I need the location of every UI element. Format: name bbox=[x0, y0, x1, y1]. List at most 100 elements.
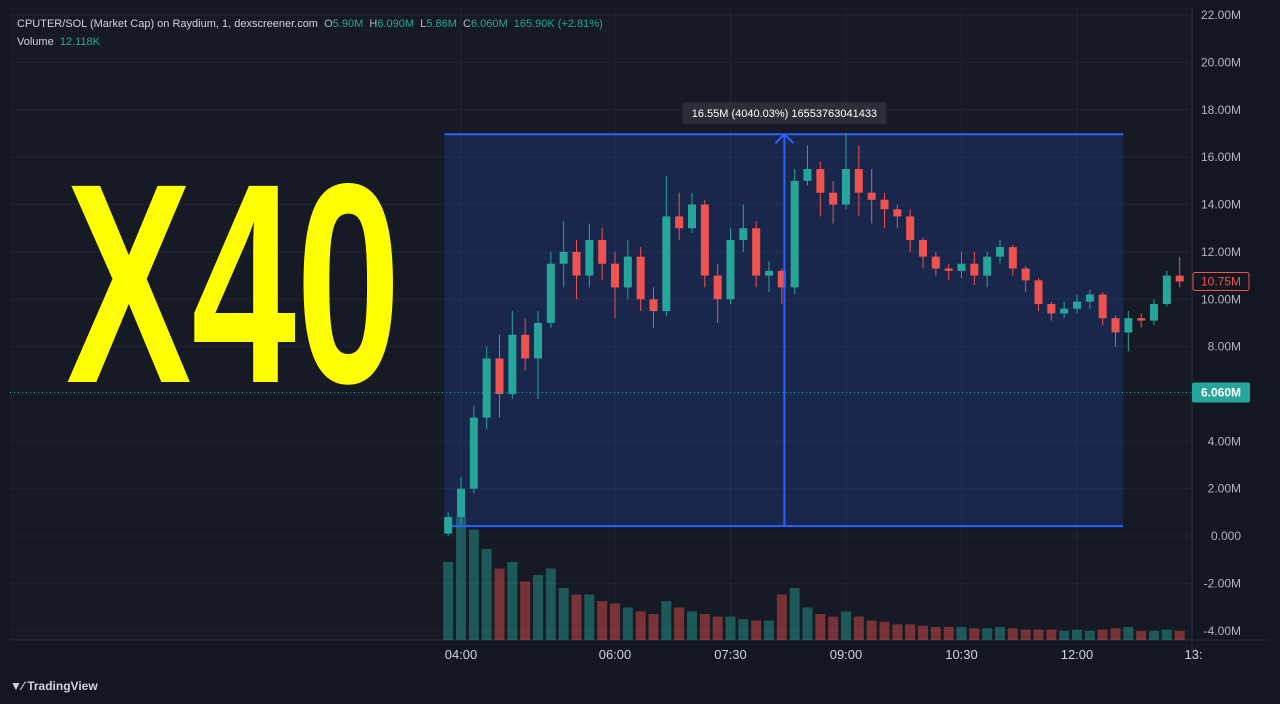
brand: TradingView bbox=[27, 679, 98, 693]
candle-body bbox=[713, 275, 722, 300]
volume-bar bbox=[815, 614, 826, 640]
candle-body bbox=[739, 228, 748, 241]
volume-bar bbox=[1174, 630, 1185, 640]
candle-body bbox=[906, 216, 915, 241]
candle-body bbox=[829, 192, 838, 205]
candle-body bbox=[931, 256, 940, 269]
candle-body bbox=[765, 270, 773, 276]
y-tick-label: 12.00M bbox=[1201, 245, 1241, 259]
volume-bar bbox=[443, 562, 454, 640]
volume-bar bbox=[853, 616, 864, 640]
value: 6.060M bbox=[470, 18, 508, 30]
volume-bar bbox=[481, 549, 492, 640]
y-tick-label: 0.000 bbox=[1211, 529, 1241, 543]
volume-bar bbox=[712, 616, 723, 640]
volume-bar bbox=[789, 588, 800, 640]
volume-bar bbox=[956, 627, 967, 640]
y-tick-label: 22.00M bbox=[1201, 8, 1241, 22]
candle-body bbox=[495, 358, 504, 394]
volume-bar bbox=[1110, 628, 1121, 640]
candle-body bbox=[996, 247, 1004, 257]
measure-label: 16.55M (4040.03%) 16553763041433 bbox=[692, 108, 877, 120]
candle-body bbox=[1111, 318, 1120, 333]
measure-arrowhead bbox=[774, 132, 795, 144]
volume-bar bbox=[1046, 629, 1057, 640]
volume-bar bbox=[597, 601, 608, 640]
measure-label-bg bbox=[682, 102, 887, 125]
candle-body bbox=[636, 256, 645, 300]
candle-body bbox=[482, 358, 491, 418]
candle-body bbox=[983, 256, 992, 276]
x-tick-label: 13: bbox=[1185, 647, 1203, 662]
candle-body bbox=[1162, 275, 1171, 304]
volume-bar bbox=[468, 529, 479, 640]
candle-body bbox=[944, 268, 953, 271]
label: C bbox=[462, 18, 471, 30]
candle-body bbox=[675, 216, 684, 229]
candle-body bbox=[726, 240, 735, 300]
last-price-label: 10.75M bbox=[1201, 274, 1241, 288]
volume-bar bbox=[930, 627, 941, 640]
y-tick-label: 8.00M bbox=[1208, 340, 1241, 354]
candle-body bbox=[688, 204, 696, 229]
y-tick-label: -2.00M bbox=[1204, 576, 1241, 590]
volume-bar bbox=[905, 624, 916, 640]
x-tick-label: 04:00 bbox=[445, 647, 478, 662]
change: 165.90K (+2.81%) bbox=[513, 18, 603, 30]
volume-bar bbox=[776, 594, 787, 640]
volume-bar bbox=[802, 607, 813, 640]
plot-area bbox=[10, 8, 1192, 640]
label: L bbox=[420, 18, 427, 30]
candle-body bbox=[1098, 294, 1107, 319]
x-tick-label: 10:30 bbox=[945, 647, 978, 662]
volume-bar bbox=[1161, 629, 1172, 640]
symbol: CPUTER/SOL (Market Cap) on Raydium, 1, d… bbox=[17, 18, 318, 30]
volume-bar bbox=[892, 624, 903, 640]
x-tick-label: 12:00 bbox=[1061, 647, 1094, 662]
candle-body bbox=[880, 199, 889, 210]
volume-bar bbox=[1149, 630, 1159, 640]
candle-body bbox=[919, 240, 927, 257]
candle-body bbox=[1085, 294, 1094, 302]
value: 5.86M bbox=[426, 18, 457, 30]
volume-bar bbox=[879, 621, 890, 640]
candle-body bbox=[1021, 268, 1030, 281]
y-tick-label: 16.00M bbox=[1201, 150, 1241, 164]
candle-body bbox=[957, 263, 966, 271]
candle-body bbox=[572, 251, 581, 276]
volume-bar bbox=[533, 575, 543, 640]
candle-body bbox=[777, 270, 786, 288]
candle-body bbox=[508, 334, 517, 394]
y-tick-label: 18.00M bbox=[1201, 103, 1241, 117]
candle-body bbox=[867, 192, 876, 200]
volume-bar bbox=[1020, 629, 1031, 640]
candle-body bbox=[700, 204, 709, 276]
volume-bar bbox=[456, 516, 466, 640]
volume-bar bbox=[738, 619, 749, 640]
candle-body bbox=[1175, 275, 1184, 282]
candle-body bbox=[662, 216, 671, 312]
volume-bar bbox=[584, 594, 595, 640]
volume-bar bbox=[841, 611, 851, 640]
volume-bar bbox=[725, 616, 736, 640]
volume-bar bbox=[674, 607, 685, 640]
volume-bar bbox=[1097, 629, 1108, 640]
volume-bar bbox=[982, 628, 993, 640]
candle-body bbox=[1008, 247, 1017, 269]
value: 5.90M bbox=[332, 18, 364, 30]
candle-body bbox=[521, 334, 530, 359]
volume-bar bbox=[1007, 628, 1018, 640]
candle-body bbox=[1124, 318, 1133, 333]
candle-body bbox=[816, 169, 825, 193]
volume-bar bbox=[1136, 630, 1147, 640]
candle-body bbox=[444, 517, 453, 534]
volume-bar bbox=[943, 627, 954, 640]
candle-body bbox=[752, 228, 761, 276]
candle-body bbox=[790, 180, 799, 288]
volume-bar bbox=[699, 614, 710, 640]
volume-bar bbox=[610, 603, 620, 640]
volume-bar bbox=[751, 620, 762, 640]
volume-bar bbox=[558, 588, 569, 640]
volume-bar bbox=[661, 601, 672, 640]
